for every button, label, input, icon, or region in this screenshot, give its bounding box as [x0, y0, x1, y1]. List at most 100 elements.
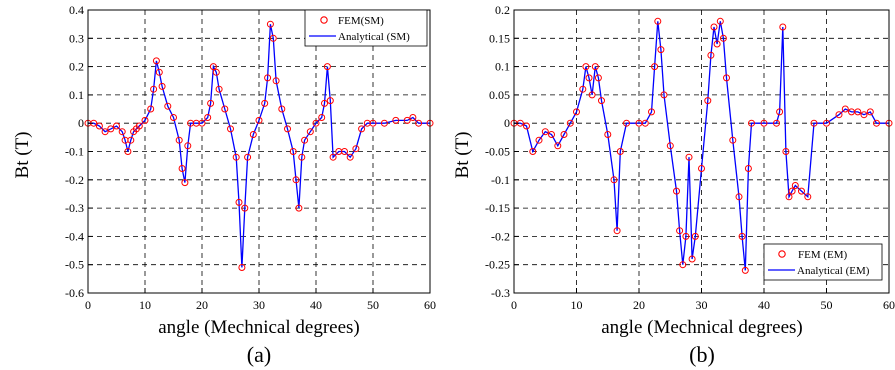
chart-a-analytical-line	[88, 24, 430, 268]
chart-a-fem-point	[158, 82, 166, 90]
chart-b-fem-point	[613, 227, 621, 235]
chart-b-fem-point	[698, 165, 705, 172]
chart-b-legend-label-analytical: Analytical (EM)	[797, 265, 870, 277]
chart-b-fem-point	[776, 108, 784, 116]
chart-b-ytick-label: -0.2	[491, 229, 510, 243]
chart-b-fem-point	[782, 148, 790, 155]
chart-a-fem-point	[295, 204, 303, 212]
chart-a-ytick-label: -0.4	[65, 229, 84, 243]
chart-a-fem-point	[135, 122, 143, 130]
chart-a-fem-point	[292, 176, 300, 184]
chart-a-fem-point	[232, 153, 240, 161]
chart-a-fem-point	[329, 153, 337, 161]
chart-a-fem-point	[380, 119, 388, 127]
chart-a-fem-point	[175, 136, 183, 144]
chart-b-fem-point	[523, 122, 530, 130]
chart-b-fem-point	[760, 119, 768, 127]
chart-b-fem-point	[535, 136, 543, 144]
chart-a-fem-point	[150, 85, 158, 93]
chart-b-ytick-label: -0.05	[485, 145, 510, 159]
chart-a-fem-point	[284, 125, 291, 133]
chart-b-ytick-label: -0.25	[485, 258, 510, 272]
chart-a-fem-point	[101, 128, 109, 136]
chart-b-xtick-label: 30	[696, 298, 708, 312]
chart-a-fem-point	[207, 99, 215, 107]
chart-a-fem-point	[107, 125, 115, 133]
chart-b-xlabel: angle (Mechnical degrees)	[601, 317, 803, 338]
chart-b-fem-point	[560, 131, 568, 138]
chart-a-fem-point	[181, 179, 189, 187]
chart-a-fem-point	[321, 99, 328, 107]
chart-a-fem-point	[264, 74, 272, 82]
chart-b-fem-point	[623, 119, 630, 127]
chart-b-fem-point	[707, 51, 715, 59]
chart-b-fem-point	[691, 232, 699, 240]
chart-panel-a: 0 10 20 30 40 50 60 0.4 0.3 0.2 0.1 0 -0.1 -0.2 -0.3 -0…	[12, 3, 436, 367]
chart-b-fem-point	[548, 131, 555, 138]
chart-b-fem-point	[585, 74, 593, 82]
chart-a-fem-point	[124, 148, 132, 155]
chart-b-fem-point	[873, 119, 880, 127]
chart-panel-b: 0 10 20 30 40 50 60 0.2 0.15 0.1 0.05 0 -0.05 -0.1 -0.…	[452, 3, 895, 367]
chart-b-fem-point	[716, 17, 724, 25]
chart-b-fem-point	[573, 108, 580, 116]
chart-b-fem-point	[741, 266, 749, 274]
chart-b-fem-point	[823, 119, 830, 127]
chart-b-fem-point	[588, 91, 596, 99]
chart-a-fem-point	[255, 116, 263, 124]
chart-a-xtick-label: 40	[310, 298, 322, 312]
chart-b-fem-point	[788, 187, 796, 195]
chart-b-fem-point	[835, 111, 843, 119]
chart-a-fem-point	[141, 116, 149, 124]
chart-a-fem-point	[221, 105, 229, 113]
chart-b-fem-point	[654, 17, 662, 25]
chart-b-fem-point	[579, 85, 587, 93]
chart-b-fem-point	[748, 119, 755, 127]
chart-a-fem-point	[403, 116, 411, 124]
chart-a-fem-point	[249, 131, 257, 138]
chart-b-legend-label-fem: FEM (EM)	[798, 249, 848, 261]
chart-b-fem-point	[660, 91, 668, 99]
chart-b-ytick-label: -0.3	[491, 286, 510, 300]
chart-b-fem-point	[860, 111, 868, 119]
chart-a-fem-point	[95, 122, 103, 130]
chart-b-fem-point	[666, 142, 674, 150]
chart-a-plot-layer: 0 10 20 30 40 50 60 0.4 0.3 0.2 0.1 0 -0.1 -0.2 -0.3 -0…	[65, 3, 436, 312]
chart-a-fem-point	[358, 125, 366, 133]
chart-a-fem-point	[278, 105, 286, 113]
chart-b-fem-point	[594, 74, 602, 82]
chart-a-fem-point	[212, 68, 220, 76]
chart-b-fem-point	[854, 108, 862, 116]
chart-a-fem-point	[341, 148, 348, 155]
chart-b-ytick-label: -0.1	[491, 173, 510, 187]
chart-b-fem-point	[641, 119, 649, 127]
chart-b-fem-point	[657, 46, 665, 54]
chart-b-legend-marker-fem	[778, 250, 786, 258]
chart-a-ytick-label: -0.5	[65, 258, 84, 272]
chart-b-fem-point	[685, 153, 693, 161]
chart-b-fem-point	[744, 165, 752, 172]
chart-b-fem-point	[719, 34, 727, 42]
chart-b-fem-point	[598, 97, 605, 105]
chart-a-fem-point	[318, 114, 326, 121]
chart-a-fem-point	[298, 153, 306, 161]
chart-a-legend-marker-fem	[320, 16, 328, 24]
chart-a-fem-point	[346, 153, 354, 161]
chart-b-xtick-label: 60	[883, 298, 895, 312]
chart-a-xtick-label: 60	[424, 298, 436, 312]
chart-a-fem-point	[147, 105, 155, 113]
chart-a-fem-point	[244, 153, 252, 161]
chart-a-fem-point	[266, 20, 274, 28]
chart-a-fem-point	[409, 114, 417, 121]
chart-a-fem-point	[269, 34, 277, 42]
chart-b-ytick-label: 0.05	[489, 88, 510, 102]
chart-b-fem-point	[866, 108, 874, 116]
chart-b-fem-point	[713, 40, 721, 48]
chart-b-fem-point	[735, 193, 743, 201]
chart-b-ytick-label: 0	[504, 116, 510, 130]
chart-a-fem-point	[235, 198, 243, 206]
chart-a-fem-point	[164, 102, 172, 110]
chart-b-fem-point	[773, 119, 780, 127]
chart-a-fem-point	[301, 136, 309, 144]
